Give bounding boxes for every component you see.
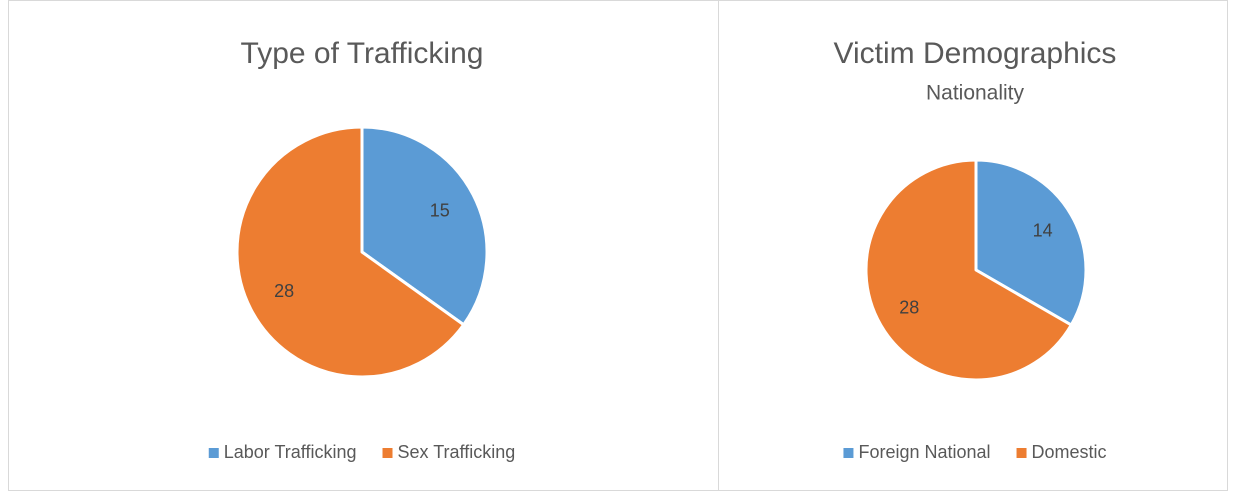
legend-label: Domestic [1032,442,1107,462]
legend: Foreign National Domestic [843,442,1107,462]
legend-swatch [843,448,854,458]
data-label: 14 [1033,220,1053,240]
legend-label: Sex Trafficking [398,442,516,462]
data-label: 15 [430,201,450,221]
legend-swatch [1016,448,1027,458]
chart-title: Type of Trafficking [241,37,484,70]
legend: Labor Trafficking Sex Trafficking [208,442,516,462]
data-label: 28 [899,297,919,317]
pie-slice [864,158,1073,382]
pie-slice [235,125,466,379]
chart-subtitle: Nationality [926,82,1025,105]
legend-swatch [382,448,393,458]
legend-swatch [208,448,219,458]
panel-border [8,0,1228,491]
pie-slice [974,158,1088,327]
chart-title: Victim Demographics [834,37,1117,70]
data-label: 28 [274,281,294,301]
legend-label: Foreign National [858,442,990,462]
pie-slice [360,125,489,327]
legend-label: Labor Trafficking [224,442,357,462]
